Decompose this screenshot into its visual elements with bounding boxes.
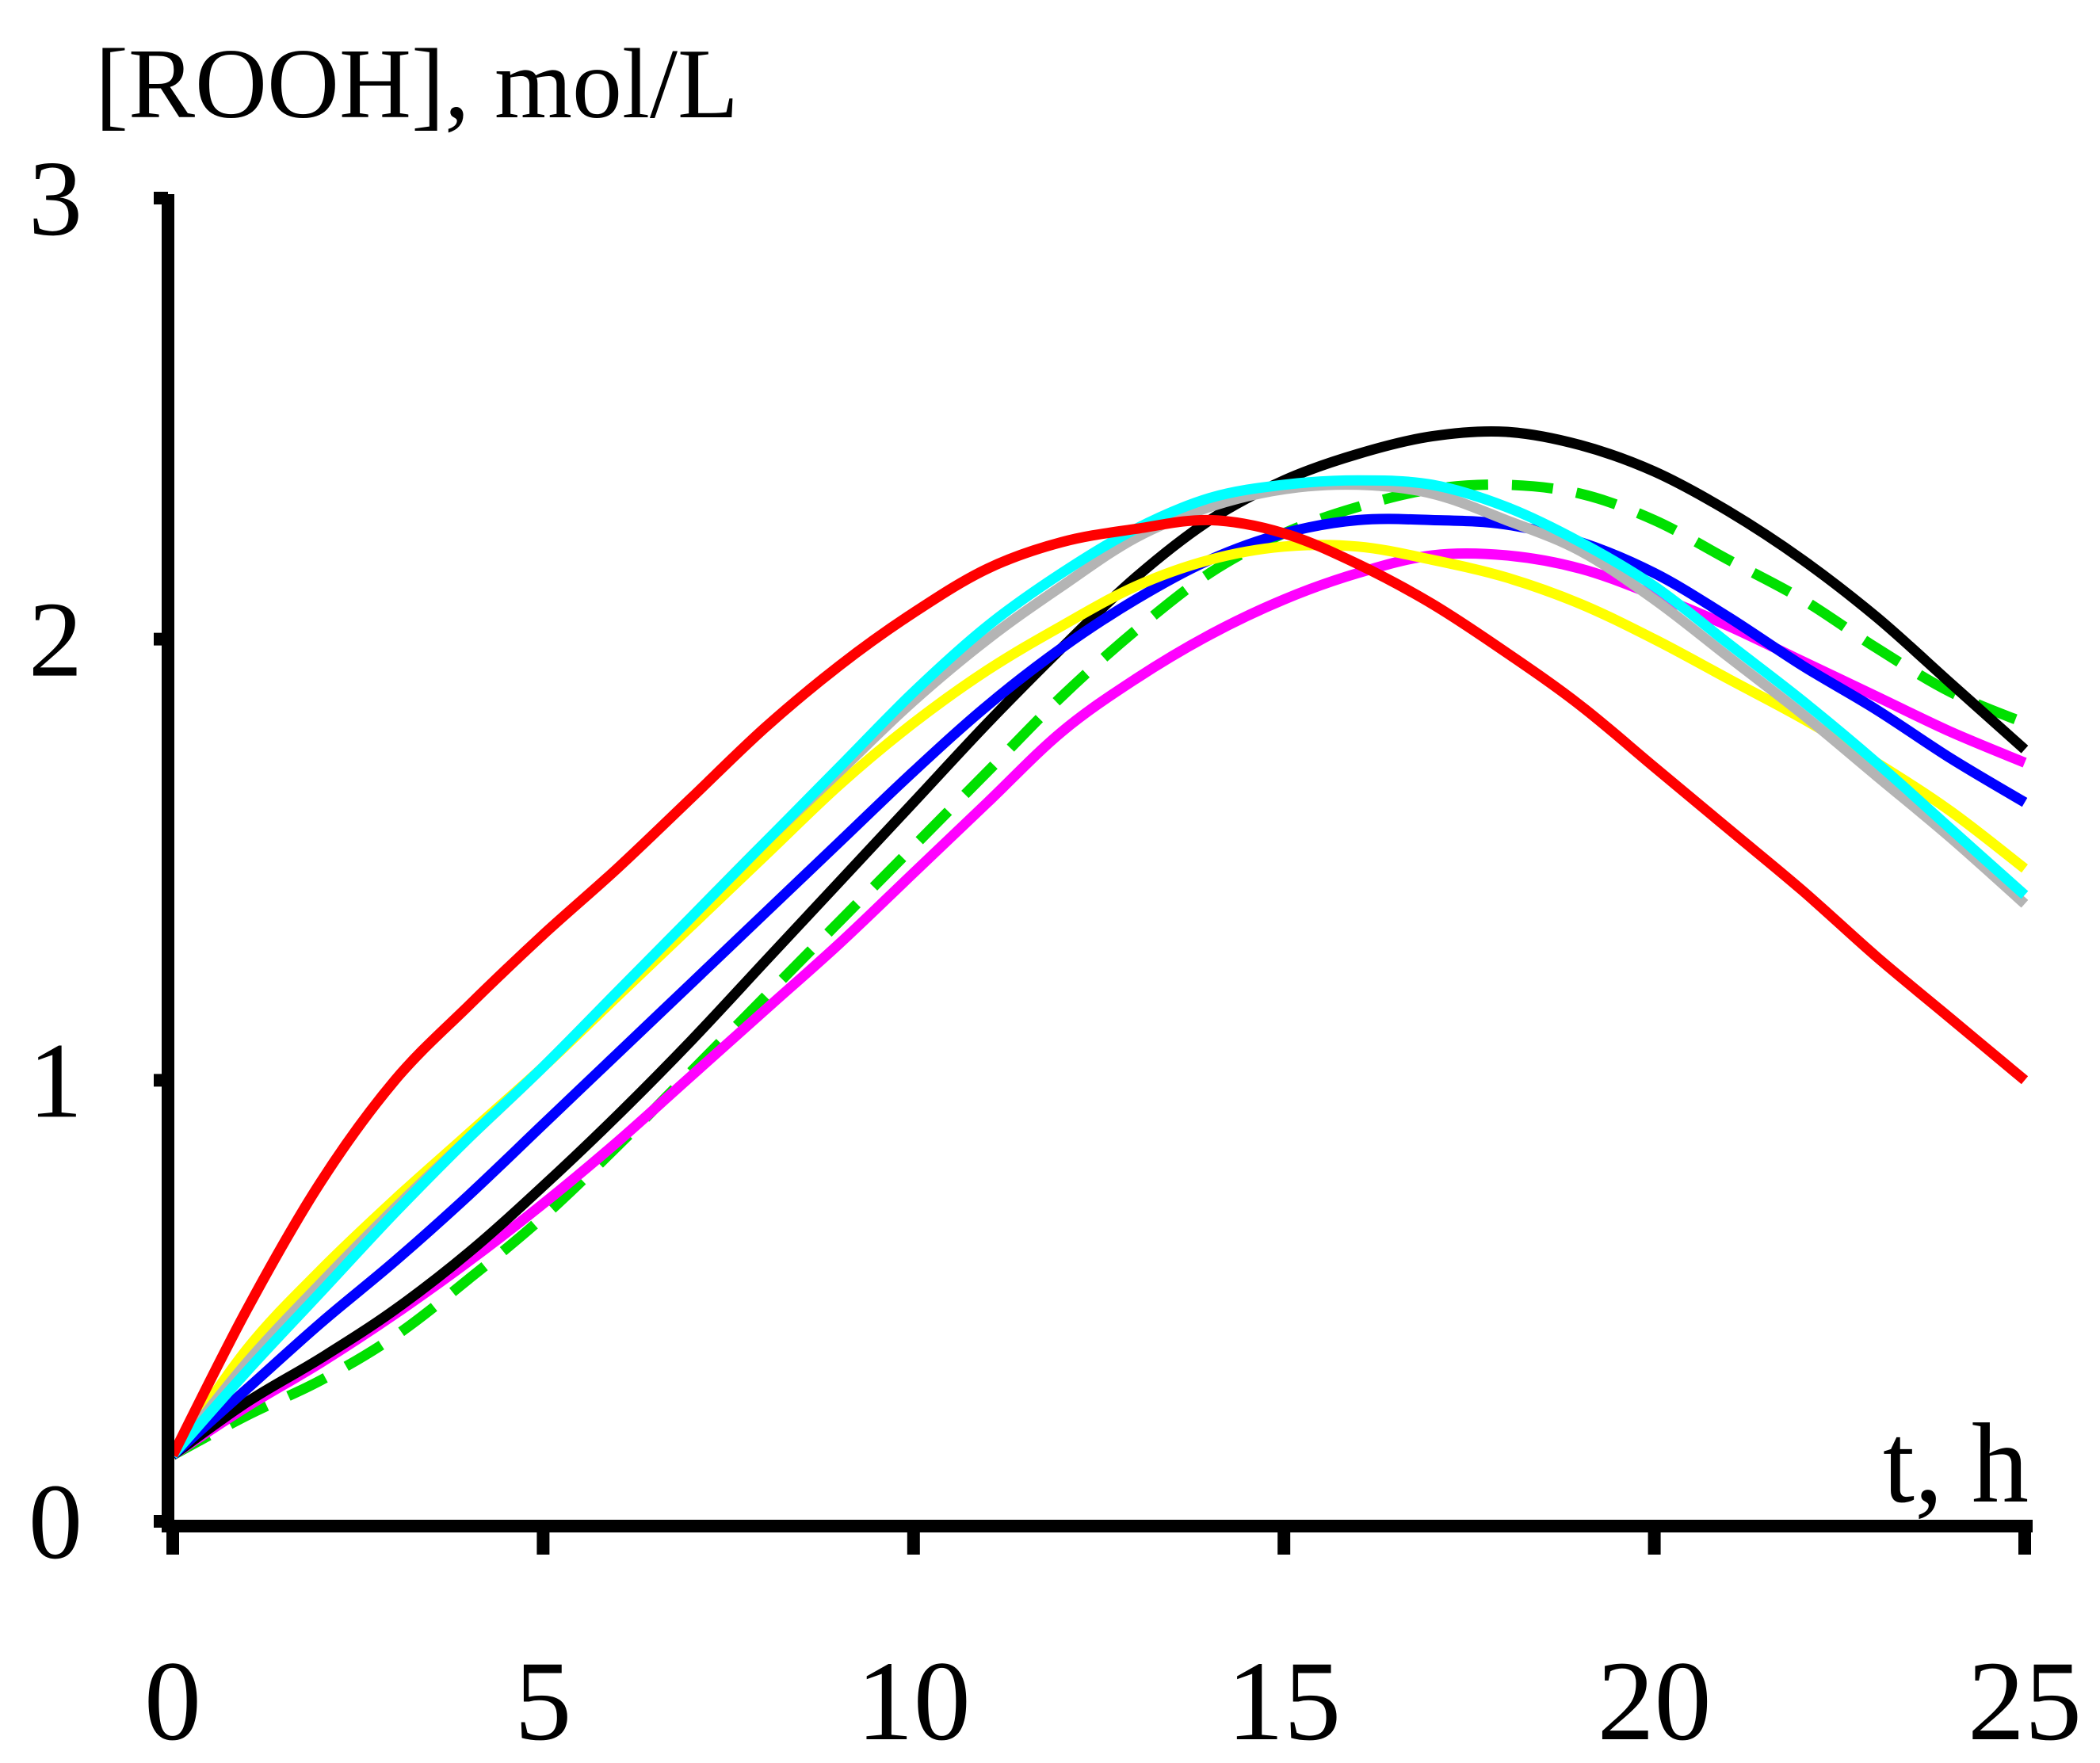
x-tick-label: 15 (1227, 1639, 1341, 1763)
x-tick-label: 10 (857, 1639, 971, 1763)
y-tick-label: 1 (29, 1021, 82, 1140)
ticks-layer: 0 5 10 15 20 25 0 1 2 3 (29, 139, 2082, 1763)
series-magenta (170, 548, 2027, 1460)
series-green-dashed (170, 479, 2027, 1460)
axes-layer (162, 194, 2033, 1532)
y-tick-label: 0 (29, 1463, 82, 1582)
y-axis-label: [ROOH], mol/L (95, 29, 739, 139)
x-tick-label: 0 (144, 1639, 201, 1763)
series-black (170, 425, 2029, 1460)
series-red (168, 514, 2029, 1458)
series-layer (168, 425, 2029, 1460)
series-cyan (169, 475, 2029, 1459)
y-tick-label: 2 (29, 581, 82, 700)
x-tick-label: 25 (1968, 1639, 2082, 1763)
y-tick-label: 3 (29, 139, 82, 258)
x-tick-label: 5 (514, 1639, 571, 1763)
x-axis-label: t, h (1883, 1401, 2029, 1527)
series-yellow (168, 540, 2028, 1459)
series-blue (169, 513, 2028, 1460)
x-tick-label: 20 (1598, 1639, 1712, 1763)
